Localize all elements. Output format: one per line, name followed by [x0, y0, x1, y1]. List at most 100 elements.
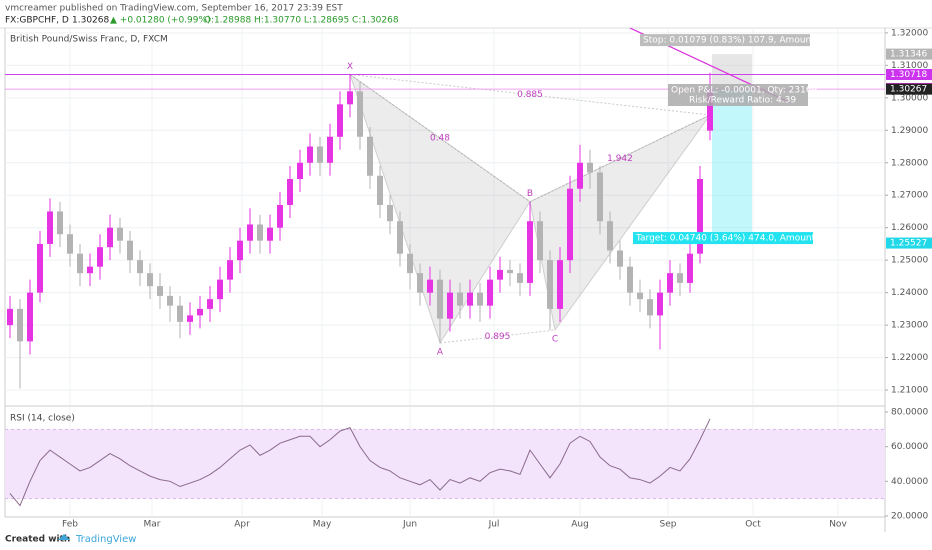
candle-body [587, 162, 593, 173]
pattern-ratio: 1.942 [607, 154, 633, 164]
candle-body [697, 178, 703, 254]
candle-body [537, 221, 543, 261]
candle-body [427, 279, 433, 293]
candle-body [197, 308, 203, 316]
candle-body [267, 227, 273, 241]
x-tick-label: May [313, 520, 332, 530]
y-tick-label: 60.0000 [891, 442, 928, 452]
candle-body [237, 240, 243, 261]
candle-body [47, 211, 53, 244]
price-label: 1.30267 [890, 85, 927, 95]
candle-body [297, 162, 303, 179]
pattern-point-label: B [527, 189, 533, 199]
candle-body [617, 250, 623, 267]
candle-body [17, 308, 23, 342]
price-label: 1.30718 [890, 70, 927, 80]
price-label: 1.25527 [890, 239, 927, 249]
publisher-line: vmcreamer published on TradingView.com, … [5, 4, 343, 14]
candle-body [127, 240, 133, 261]
x-tick-label: Jul [488, 520, 500, 530]
rsi-line [9, 418, 711, 507]
stop-info: Stop: 0.01079 (0.83%) 107.9, Amount: 750… [643, 36, 852, 46]
candle-body [287, 178, 293, 205]
price-label-box [886, 83, 932, 95]
candle-body [707, 89, 713, 131]
candle-body [87, 266, 93, 274]
candle-body [607, 221, 613, 251]
candle-body [57, 211, 63, 235]
candle-body [507, 269, 513, 274]
y-tick-label: 1.30000 [891, 93, 928, 103]
y-tick-label: 1.25000 [891, 256, 928, 266]
x-tick-label: Mar [144, 520, 161, 530]
candle-body [277, 204, 283, 228]
candle-body [327, 136, 333, 163]
candle-body [627, 266, 633, 293]
candle-body [227, 260, 233, 280]
pattern-leg [529, 114, 711, 203]
price-label: 1.31346 [890, 50, 927, 60]
x-tick-label: Oct [745, 520, 761, 530]
pattern-leg [439, 329, 556, 344]
candle-body [657, 292, 663, 316]
candle-body [567, 188, 573, 261]
candle-body [207, 299, 213, 309]
candle-body [117, 227, 123, 241]
y-tick-label: 20.0000 [891, 511, 928, 521]
risk-reward: Risk/Reward Ratio: 4.39 [689, 96, 796, 106]
candle-body [527, 221, 533, 283]
y-tick-label: 40.0000 [891, 477, 928, 487]
y-tick-label: 1.22000 [891, 353, 928, 363]
candle-body [257, 224, 263, 241]
y-tick-label: 80.0000 [891, 408, 928, 418]
stop-zone [712, 54, 752, 89]
y-tick-label: 1.27000 [891, 191, 928, 201]
candle-body [377, 175, 383, 205]
x-tick-label: Jun [402, 520, 417, 530]
ohlc: O:1.28988 H:1.30770 L:1.28695 C:1.30268 [204, 16, 399, 26]
symbol: FX:GBPCHF, D [5, 16, 69, 26]
candle-body [397, 221, 403, 254]
x-tick-label: Nov [829, 520, 847, 530]
candle-body [457, 292, 463, 306]
candle-body [677, 273, 683, 283]
pattern-triangle [349, 73, 531, 345]
y-tick-label: 1.32000 [891, 28, 928, 38]
target-zone [712, 88, 752, 244]
candle-body [97, 247, 103, 267]
price-label-box [886, 68, 932, 80]
last-price: 1.30268 [72, 16, 109, 26]
candle-body [77, 253, 83, 274]
candle-body [487, 279, 493, 306]
pattern-triangle [529, 114, 711, 332]
y-tick-label: 1.28000 [891, 158, 928, 168]
candle-body [67, 234, 73, 254]
pattern-point-label: A [437, 347, 444, 357]
candle-body [187, 315, 193, 322]
x-tick-label: Apr [234, 520, 250, 530]
candle-body [107, 227, 113, 248]
price-change: ▲ +0.01280 (+0.99%) [110, 16, 211, 26]
candle-body [7, 308, 13, 326]
candle-body [147, 273, 153, 287]
candle-body [557, 260, 563, 309]
candle-body [517, 273, 523, 283]
y-tick-label: 1.23000 [891, 321, 928, 331]
pattern-leg [349, 74, 531, 203]
candle-body [247, 224, 253, 241]
footer-created: Created with [5, 535, 70, 545]
candle-body [477, 292, 483, 306]
candle-body [347, 91, 353, 105]
tradingview-logo [58, 534, 70, 540]
candle-body [177, 305, 183, 322]
candle-body [577, 162, 583, 189]
candle-body [357, 91, 363, 137]
target-info-box [633, 232, 813, 245]
candle-body [387, 204, 393, 222]
pattern-ratio: 0.895 [485, 332, 511, 342]
y-tick-label: 1.26000 [891, 223, 928, 233]
candle-body [597, 172, 603, 222]
x-tick-label: Feb [62, 520, 78, 530]
candle-body [687, 253, 693, 283]
